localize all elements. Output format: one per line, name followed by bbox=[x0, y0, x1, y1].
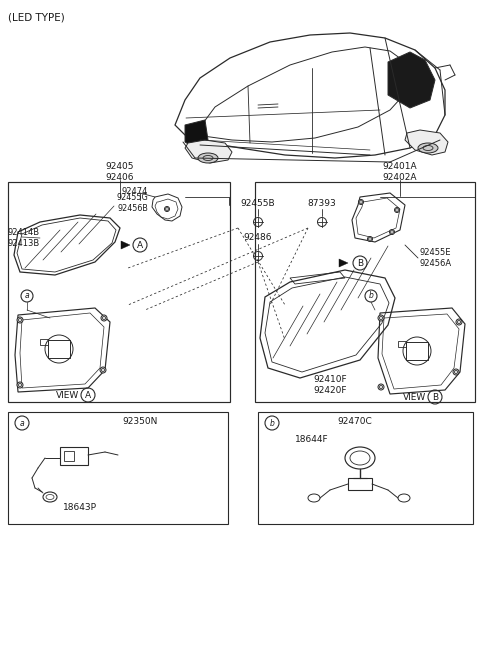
Circle shape bbox=[359, 200, 363, 205]
Polygon shape bbox=[388, 52, 435, 108]
Text: a: a bbox=[24, 291, 29, 300]
Text: VIEW: VIEW bbox=[403, 393, 427, 402]
Circle shape bbox=[456, 319, 462, 325]
Text: b: b bbox=[369, 291, 373, 300]
Text: (LED TYPE): (LED TYPE) bbox=[8, 12, 65, 22]
Text: A: A bbox=[137, 240, 143, 250]
Text: 92410F
92420F: 92410F 92420F bbox=[313, 375, 347, 395]
Text: 92486: 92486 bbox=[244, 233, 272, 242]
Polygon shape bbox=[185, 120, 208, 150]
Circle shape bbox=[100, 367, 106, 373]
Text: b: b bbox=[270, 419, 275, 428]
Text: 92414B
92413B: 92414B 92413B bbox=[8, 228, 40, 248]
Circle shape bbox=[165, 207, 169, 211]
Text: VIEW: VIEW bbox=[56, 391, 80, 400]
Text: 92405
92406: 92405 92406 bbox=[106, 162, 134, 182]
Text: B: B bbox=[357, 259, 363, 268]
Circle shape bbox=[378, 315, 384, 321]
Text: 87393: 87393 bbox=[308, 198, 336, 207]
Circle shape bbox=[389, 229, 395, 235]
Polygon shape bbox=[339, 259, 348, 267]
Text: a: a bbox=[20, 419, 24, 428]
Circle shape bbox=[368, 237, 372, 242]
Polygon shape bbox=[405, 130, 448, 155]
Polygon shape bbox=[121, 241, 130, 249]
Bar bbox=[8, 182, 230, 402]
Circle shape bbox=[17, 317, 23, 323]
Circle shape bbox=[17, 382, 23, 388]
Text: 18643P: 18643P bbox=[63, 502, 97, 512]
Text: 92401A
92402A: 92401A 92402A bbox=[383, 162, 417, 182]
Circle shape bbox=[101, 315, 107, 321]
Text: 92470C: 92470C bbox=[337, 417, 372, 426]
Ellipse shape bbox=[198, 153, 218, 163]
Text: 92455B: 92455B bbox=[240, 198, 276, 207]
Polygon shape bbox=[185, 140, 232, 163]
Bar bbox=[258, 412, 473, 524]
Text: A: A bbox=[85, 391, 91, 400]
Bar bbox=[255, 182, 475, 402]
Ellipse shape bbox=[418, 143, 438, 153]
Text: 18644F: 18644F bbox=[295, 436, 329, 445]
Bar bbox=[8, 412, 228, 524]
Text: 92474: 92474 bbox=[121, 187, 148, 196]
Text: 92455G
92456B: 92455G 92456B bbox=[116, 193, 148, 213]
Circle shape bbox=[453, 369, 459, 375]
Circle shape bbox=[378, 384, 384, 390]
Text: B: B bbox=[432, 393, 438, 402]
Text: 92455E
92456A: 92455E 92456A bbox=[420, 248, 452, 268]
Circle shape bbox=[395, 207, 399, 213]
Text: 92350N: 92350N bbox=[122, 417, 158, 426]
